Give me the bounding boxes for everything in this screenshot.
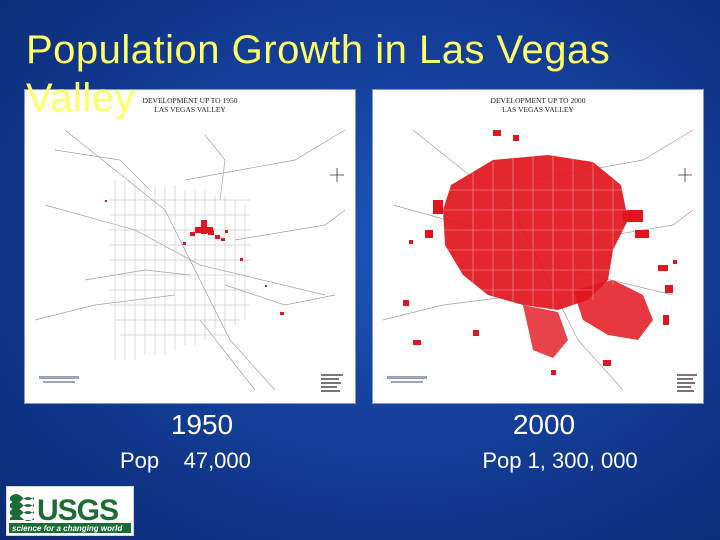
map-2000: DEVELOPMENT UP TO 2000 LAS VEGAS VALLEY — [372, 89, 704, 404]
svg-text:USGS: USGS — [37, 494, 118, 527]
map-1950-heading-line2: LAS VEGAS VALLEY — [154, 105, 226, 114]
map-1950-heading: DEVELOPMENT UP TO 1950 LAS VEGAS VALLEY — [25, 96, 355, 114]
map-1950-heading-line1: DEVELOPMENT UP TO 1950 — [142, 96, 238, 105]
map-1950: DEVELOPMENT UP TO 1950 LAS VEGAS VALLEY — [24, 89, 356, 404]
map-2000-graphic — [382, 129, 697, 392]
population-2000-label: Pop 1, 300, 000 — [482, 448, 638, 473]
map-2000-heading: DEVELOPMENT UP TO 2000 LAS VEGAS VALLEY — [373, 96, 703, 114]
map-2000-heading-line1: DEVELOPMENT UP TO 2000 — [490, 96, 586, 105]
map-1950-graphic — [34, 129, 346, 392]
svg-text:science for a changing world: science for a changing world — [12, 524, 123, 533]
slide-title: Population Growth in Las Vegas Valley — [26, 28, 611, 120]
usgs-logo: USGS science for a changing world — [6, 486, 134, 536]
map-2000-heading-line2: LAS VEGAS VALLEY — [502, 105, 574, 114]
year-1950-label: 1950 — [170, 409, 234, 440]
usgs-logo-graphic: USGS science for a changing world — [9, 494, 131, 533]
population-1950-label: Pop 47,000 — [120, 448, 251, 473]
year-2000-label: 2000 — [512, 409, 576, 440]
